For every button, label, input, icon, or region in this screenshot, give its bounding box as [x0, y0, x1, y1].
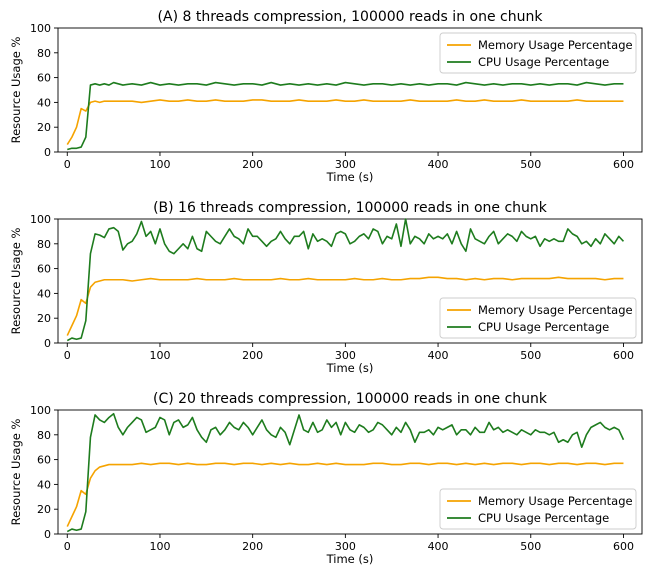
y-tick-label: 80: [37, 238, 51, 251]
chart-panel-3: (C) 20 threads compression, 100000 reads…: [9, 391, 643, 566]
x-tick-label: 600: [613, 540, 634, 553]
legend-box: [439, 488, 637, 530]
x-tick-label: 200: [242, 158, 263, 171]
x-tick-label: 100: [149, 540, 170, 553]
plot-area: [57, 218, 643, 344]
x-tick-label: 100: [149, 349, 170, 362]
x-tick-label: 500: [520, 158, 541, 171]
y-tick-label: 100: [30, 22, 51, 35]
y-axis-label: Resource Usage %: [9, 228, 23, 335]
y-tick-label: 20: [37, 121, 51, 134]
legend-entry: Memory Usage Percentage: [478, 494, 633, 508]
x-tick-label: 200: [242, 349, 263, 362]
x-tick-label: 400: [428, 349, 449, 362]
y-tick-label: 0: [44, 528, 51, 541]
legend-entry: CPU Usage Percentage: [478, 511, 609, 525]
series-line-cpu: [66, 412, 625, 533]
series-line-cpu: [67, 81, 624, 151]
series-line-memory: [66, 99, 624, 145]
y-tick-label: 20: [37, 503, 51, 516]
y-tick-label: 40: [37, 96, 51, 109]
y-tick-label: 0: [44, 146, 51, 159]
x-tick-label: 500: [520, 349, 541, 362]
y-tick-label: 100: [30, 213, 51, 226]
plot-area: [57, 409, 643, 535]
legend-box: [439, 297, 637, 339]
x-tick-label: 600: [613, 349, 634, 362]
x-tick-label: 600: [613, 158, 634, 171]
x-tick-label: 0: [64, 540, 71, 553]
x-tick-label: 100: [149, 158, 170, 171]
x-tick-label: 0: [64, 158, 71, 171]
legend: Memory Usage Percentage CPU Usage Percent…: [439, 297, 637, 339]
y-axis-label: Resource Usage %: [9, 37, 23, 144]
y-tick-label: 0: [44, 337, 51, 350]
legend-entry: CPU Usage Percentage: [478, 320, 609, 334]
x-tick-label: 400: [428, 158, 449, 171]
y-tick-label: 80: [37, 47, 51, 60]
x-axis-label: Time (s): [326, 361, 374, 375]
y-tick-label: 40: [37, 287, 51, 300]
chart-title: (A) 8 threads compression, 100000 reads …: [158, 9, 544, 25]
x-tick-label: 300: [335, 158, 356, 171]
y-tick-label: 60: [37, 72, 51, 85]
x-tick-label: 300: [335, 349, 356, 362]
x-axis-label: Time (s): [326, 552, 374, 566]
chart-title: (C) 20 threads compression, 100000 reads…: [153, 391, 548, 407]
series-line-cpu: [66, 218, 625, 342]
legend-box: [439, 32, 637, 74]
series-line-memory: [66, 276, 624, 336]
y-tick-label: 60: [37, 263, 51, 276]
x-tick-label: 500: [520, 540, 541, 553]
legend: Memory Usage Percentage CPU Usage Percent…: [439, 32, 637, 74]
x-tick-label: 200: [242, 540, 263, 553]
legend-entry: CPU Usage Percentage: [478, 55, 609, 69]
x-axis-label: Time (s): [326, 170, 374, 184]
chart-panel-1: (A) 8 threads compression, 100000 reads …: [9, 9, 643, 184]
y-tick-label: 100: [30, 404, 51, 417]
y-tick-label: 20: [37, 312, 51, 325]
series-line-memory: [66, 462, 624, 527]
chart-panel-2: (B) 16 threads compression, 100000 reads…: [9, 200, 643, 375]
y-axis-label: Resource Usage %: [9, 419, 23, 526]
y-tick-label: 60: [37, 454, 51, 467]
legend-entry: Memory Usage Percentage: [478, 303, 633, 317]
x-tick-label: 400: [428, 540, 449, 553]
y-tick-label: 80: [37, 429, 51, 442]
y-tick-label: 40: [37, 478, 51, 491]
plot-area: [57, 27, 643, 153]
legend-entry: Memory Usage Percentage: [478, 38, 633, 52]
legend: Memory Usage Percentage CPU Usage Percent…: [439, 488, 637, 530]
chart-title: (B) 16 threads compression, 100000 reads…: [153, 200, 548, 216]
x-tick-label: 0: [64, 349, 71, 362]
x-tick-label: 300: [335, 540, 356, 553]
